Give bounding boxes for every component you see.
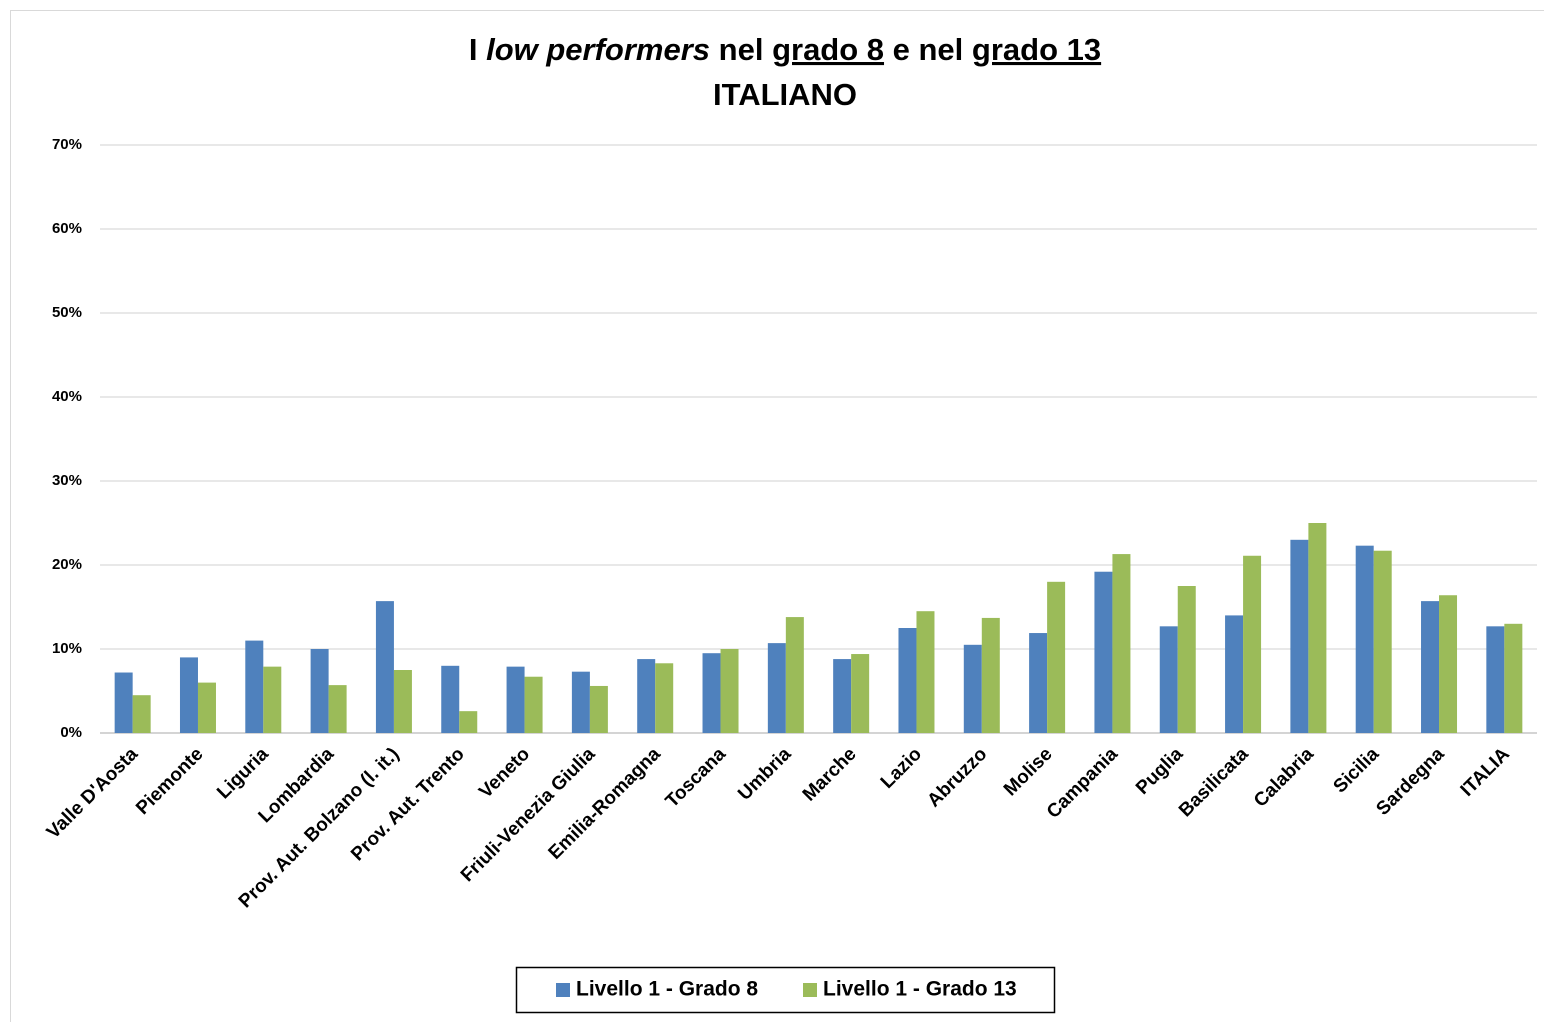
bar xyxy=(1421,601,1440,733)
bar xyxy=(1355,545,1374,733)
bar xyxy=(833,659,852,733)
x-tick-label: Emilia-Romagna xyxy=(545,743,665,863)
x-tick-label: Piemonte xyxy=(132,744,207,819)
chart-frame xyxy=(10,10,1544,1022)
legend-label: Livello 1 - Grado 13 xyxy=(823,978,1017,1001)
bar xyxy=(851,654,870,733)
bar xyxy=(1373,550,1392,733)
y-tick-label: 20% xyxy=(52,556,82,573)
title-part: I xyxy=(469,32,486,67)
x-tick-label: Umbria xyxy=(734,743,795,804)
bar xyxy=(571,671,590,733)
bar xyxy=(375,601,394,733)
bar xyxy=(1029,633,1048,733)
x-tick-label: Toscana xyxy=(662,743,731,812)
title-part: e nel xyxy=(884,32,972,67)
bar xyxy=(916,611,935,733)
bar xyxy=(981,617,1000,733)
bar xyxy=(1504,623,1523,733)
bar xyxy=(1112,554,1131,733)
y-tick-label: 50% xyxy=(52,304,82,321)
x-tick-label: Sardegna xyxy=(1372,743,1448,819)
bar xyxy=(898,628,917,733)
bar xyxy=(393,670,412,733)
x-tick-label: Veneto xyxy=(475,744,534,803)
bar xyxy=(263,666,282,733)
bar xyxy=(114,672,133,733)
bar xyxy=(1290,539,1309,733)
bar xyxy=(132,695,151,733)
y-tick-label: 10% xyxy=(52,640,82,657)
bar xyxy=(245,640,264,733)
x-tick-label: Molise xyxy=(1000,744,1057,801)
bar xyxy=(1047,581,1066,733)
x-tick-label: ITALIA xyxy=(1457,743,1514,800)
legend: Livello 1 - Grado 8 Livello 1 - Grado 13 xyxy=(515,966,1056,1014)
title-part: grado 8 xyxy=(772,32,884,67)
x-tick-label: Abruzzo xyxy=(923,744,991,812)
bar xyxy=(506,666,525,733)
bar xyxy=(1243,555,1262,733)
bar xyxy=(702,653,721,733)
chart-subtitle: ITALIANO xyxy=(713,77,857,112)
y-tick-label: 0% xyxy=(60,724,82,741)
legend-swatch xyxy=(803,983,817,997)
bar xyxy=(179,657,198,733)
x-tick-label: Calabria xyxy=(1250,743,1318,811)
legend-label: Livello 1 - Grado 8 xyxy=(576,978,758,1001)
title-part: nel xyxy=(710,32,772,67)
y-tick-label: 70% xyxy=(52,136,82,153)
x-tick-label: Marche xyxy=(799,744,861,806)
bar xyxy=(655,663,674,733)
y-tick-label: 30% xyxy=(52,472,82,489)
y-tick-label: 40% xyxy=(52,388,82,405)
bar xyxy=(328,685,347,733)
y-tick-label: 60% xyxy=(52,220,82,237)
bar xyxy=(1225,615,1244,733)
bar xyxy=(1159,626,1178,733)
x-tick-label: Lazio xyxy=(877,744,926,793)
bar xyxy=(441,665,460,733)
x-tick-label: Basilicata xyxy=(1175,743,1253,821)
bar xyxy=(767,643,786,733)
x-tick-label: Puglia xyxy=(1132,743,1187,798)
title-part: grado 13 xyxy=(972,32,1101,67)
title-part: low performers xyxy=(486,32,710,67)
bar xyxy=(1308,523,1327,733)
x-tick-label: Valle D'Aosta xyxy=(43,743,143,843)
legend-box xyxy=(515,966,1056,1014)
bar xyxy=(963,644,982,733)
bar xyxy=(589,685,608,733)
bar xyxy=(637,659,656,733)
bar xyxy=(524,676,543,733)
bar xyxy=(1486,626,1505,733)
x-tick-label: Prov. Aut. Trento xyxy=(347,744,469,866)
bar xyxy=(720,649,739,733)
bar xyxy=(310,649,329,733)
bar xyxy=(459,711,478,733)
bar xyxy=(1177,586,1196,733)
chart-title: I low performers nel grado 8 e nel grado… xyxy=(469,32,1101,67)
bar xyxy=(785,617,804,733)
x-tick-label: Liguria xyxy=(213,743,273,803)
x-tick-label: Sicilia xyxy=(1330,743,1384,797)
x-tick-label: Campania xyxy=(1043,743,1122,822)
bar xyxy=(1094,571,1113,733)
legend-swatch xyxy=(556,983,570,997)
bar xyxy=(197,682,216,733)
bar xyxy=(1439,595,1458,733)
